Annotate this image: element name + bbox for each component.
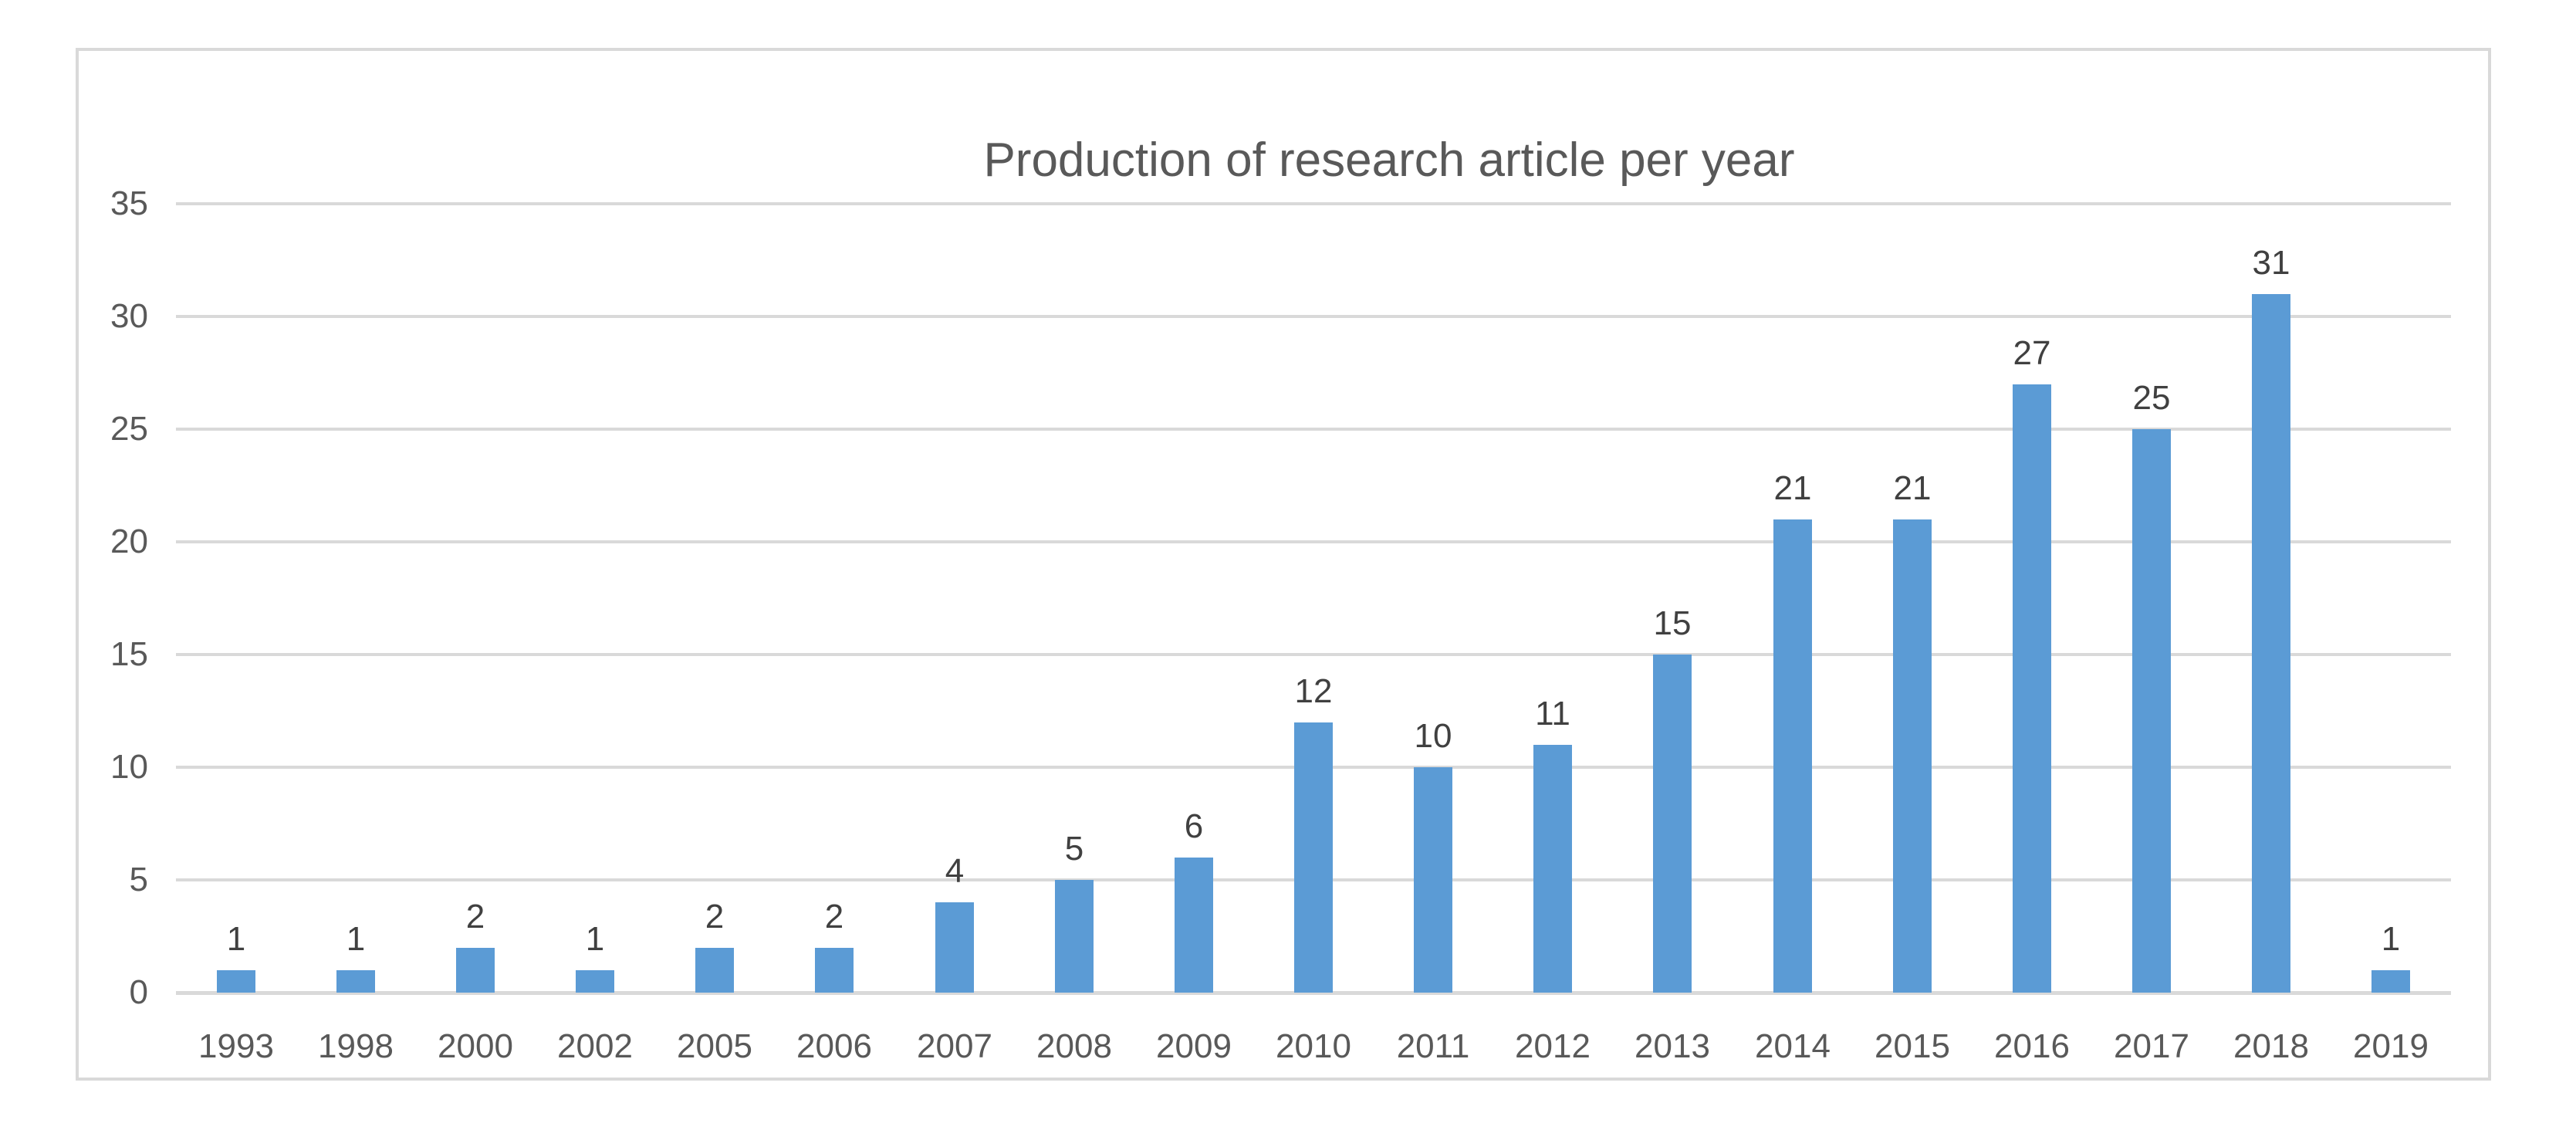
x-tick-label: 2002	[557, 1027, 633, 1065]
x-tick-label: 2010	[1276, 1027, 1351, 1065]
x-tick-label: 2007	[917, 1027, 992, 1065]
bar-1993	[217, 970, 255, 993]
bar-value-label: 11	[1535, 695, 1570, 732]
bar-value-label: 21	[1893, 469, 1932, 507]
bar-value-label: 2	[824, 898, 844, 935]
bar-value-label: 6	[1184, 807, 1204, 845]
bar-value-label: 2	[465, 898, 485, 935]
y-tick-label: 15	[110, 635, 148, 673]
x-tick-label: 2008	[1036, 1027, 1112, 1065]
bar-value-label: 15	[1653, 604, 1692, 642]
y-tick-label: 10	[110, 748, 148, 786]
bar-2010	[1294, 722, 1333, 993]
x-tick-label: 2016	[1994, 1027, 2070, 1065]
x-tick-label: 2009	[1156, 1027, 1232, 1065]
y-tick-label: 5	[129, 861, 148, 898]
bar-2000	[456, 948, 495, 993]
bar-2005	[695, 948, 734, 993]
y-tick-label: 30	[110, 297, 148, 335]
bar-value-label: 1	[2381, 920, 2401, 958]
bar-value-label: 1	[346, 920, 366, 958]
x-tick-label: 2011	[1396, 1027, 1470, 1065]
bar-value-label: 1	[585, 920, 605, 958]
bar-value-label: 12	[1294, 672, 1333, 710]
x-tick-label: 2019	[2353, 1027, 2429, 1065]
bar-2013	[1653, 655, 1692, 993]
x-tick-label: 1993	[198, 1027, 274, 1065]
bar-value-label: 5	[1064, 830, 1084, 868]
y-tick-label: 0	[129, 973, 148, 1011]
bar-2016	[2013, 384, 2051, 993]
bar-value-label: 27	[2013, 334, 2051, 372]
chart-frame: Production of research article per year …	[76, 48, 2491, 1081]
gridline	[176, 315, 2451, 318]
y-tick-label: 25	[110, 410, 148, 448]
gridline	[176, 653, 2451, 656]
x-tick-label: 2000	[438, 1027, 513, 1065]
bar-2018	[2252, 294, 2290, 993]
x-axis-line	[176, 991, 2451, 995]
gridline	[176, 428, 2451, 431]
bar-2006	[815, 948, 854, 993]
bar-value-label: 4	[945, 852, 965, 890]
gridline	[176, 202, 2451, 205]
gridline	[176, 540, 2451, 543]
x-tick-label: 1998	[318, 1027, 394, 1065]
bar-value-label: 25	[2132, 379, 2171, 417]
bar-value-label: 2	[705, 898, 725, 935]
bar-value-label: 31	[2252, 244, 2290, 282]
x-tick-label: 2005	[677, 1027, 752, 1065]
bar-2015	[1893, 519, 1932, 993]
bar-2008	[1055, 880, 1094, 993]
x-tick-label: 2014	[1755, 1027, 1831, 1065]
bar-2014	[1773, 519, 1812, 993]
bar-value-label: 1	[226, 920, 246, 958]
bar-2019	[2371, 970, 2410, 993]
bar-value-label: 10	[1414, 717, 1452, 755]
bar-2011	[1414, 767, 1452, 993]
bar-2009	[1175, 858, 1213, 993]
x-tick-label: 2017	[2114, 1027, 2189, 1065]
y-tick-label: 35	[110, 184, 148, 222]
x-tick-label: 2013	[1635, 1027, 1710, 1065]
bar-1998	[336, 970, 375, 993]
x-tick-label: 2006	[796, 1027, 872, 1065]
chart-title: Production of research article per year	[983, 134, 1795, 187]
bar-2007	[935, 902, 974, 993]
bar-2017	[2132, 429, 2171, 993]
y-tick-label: 20	[110, 523, 148, 560]
x-tick-label: 2018	[2233, 1027, 2309, 1065]
bar-value-label: 21	[1773, 469, 1812, 507]
bar-2002	[576, 970, 614, 993]
bar-2012	[1533, 745, 1572, 993]
x-tick-label: 2015	[1875, 1027, 1950, 1065]
x-tick-label: 2012	[1515, 1027, 1591, 1065]
